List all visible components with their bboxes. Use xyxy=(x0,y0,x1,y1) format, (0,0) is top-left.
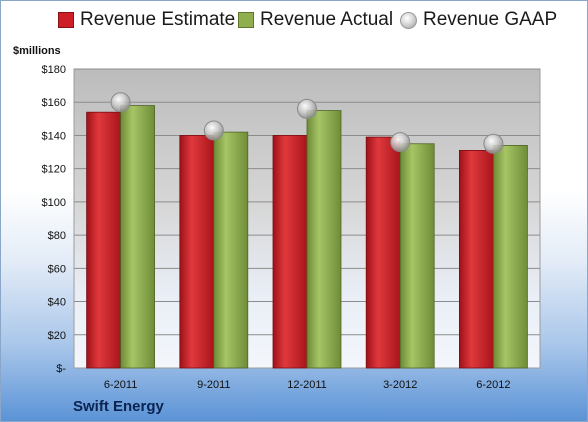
marker-revenue-gaap xyxy=(483,133,504,154)
legend-label-gaap: Revenue GAAP xyxy=(423,9,558,30)
bar-revenue-actual xyxy=(120,105,155,369)
bar-revenue-estimate xyxy=(365,136,401,369)
legend-swatch-actual xyxy=(238,12,254,28)
bar-revenue-estimate xyxy=(272,135,308,369)
legend-swatch-gaap xyxy=(400,11,417,29)
x-tick-label: 6-2012 xyxy=(476,379,510,391)
legend-label-actual: Revenue Actual xyxy=(260,9,394,30)
company-name: Swift Energy xyxy=(73,398,164,415)
x-tick-label: 6-2011 xyxy=(104,379,137,391)
x-tick-label: 3-2012 xyxy=(383,379,417,391)
gaap-markers xyxy=(110,92,504,154)
y-tick-label: $180 xyxy=(42,64,66,76)
x-axis-ticks: 6-2011 9-2011 12-2011 3-2012 6-2012 xyxy=(104,379,511,391)
bars xyxy=(86,105,528,369)
marker-revenue-gaap xyxy=(390,132,411,153)
bar-revenue-actual xyxy=(492,145,528,369)
x-tick-label: 9-2011 xyxy=(197,379,230,391)
y-tick-label: $20 xyxy=(48,330,66,342)
y-axis-units-label: $millions xyxy=(13,45,61,57)
marker-revenue-gaap xyxy=(297,98,317,119)
y-tick-label: $120 xyxy=(42,164,66,176)
bar-revenue-estimate xyxy=(458,149,494,369)
y-tick-label: $160 xyxy=(42,97,66,109)
y-tick-label: $- xyxy=(56,363,66,375)
bar-revenue-estimate xyxy=(86,111,121,369)
y-tick-label: $140 xyxy=(42,130,66,142)
legend-item-actual: Revenue Actual xyxy=(238,9,393,31)
legend-item-estimate: Revenue Estimate xyxy=(58,9,235,31)
legend-swatch-estimate xyxy=(58,12,74,28)
legend: Revenue Estimate Revenue Actual Revenue … xyxy=(1,9,587,35)
legend-item-gaap: Revenue GAAP xyxy=(400,9,557,31)
legend-label-estimate: Revenue Estimate xyxy=(80,9,236,30)
bar-revenue-actual xyxy=(306,110,342,369)
bar-revenue-estimate xyxy=(179,135,215,369)
y-tick-label: $100 xyxy=(42,197,66,209)
x-tick-label: 12-2011 xyxy=(287,379,327,391)
y-axis-ticks: $- $20 $40 $60 $80 $100 $120 $140 $160 $180 xyxy=(42,64,67,375)
y-tick-label: $40 xyxy=(48,297,66,309)
bar-revenue-actual xyxy=(213,131,249,369)
bar-revenue-actual xyxy=(399,143,435,369)
marker-revenue-gaap xyxy=(110,92,131,113)
y-tick-label: $80 xyxy=(48,230,66,242)
y-tick-label: $60 xyxy=(48,263,66,275)
marker-revenue-gaap xyxy=(203,120,224,141)
